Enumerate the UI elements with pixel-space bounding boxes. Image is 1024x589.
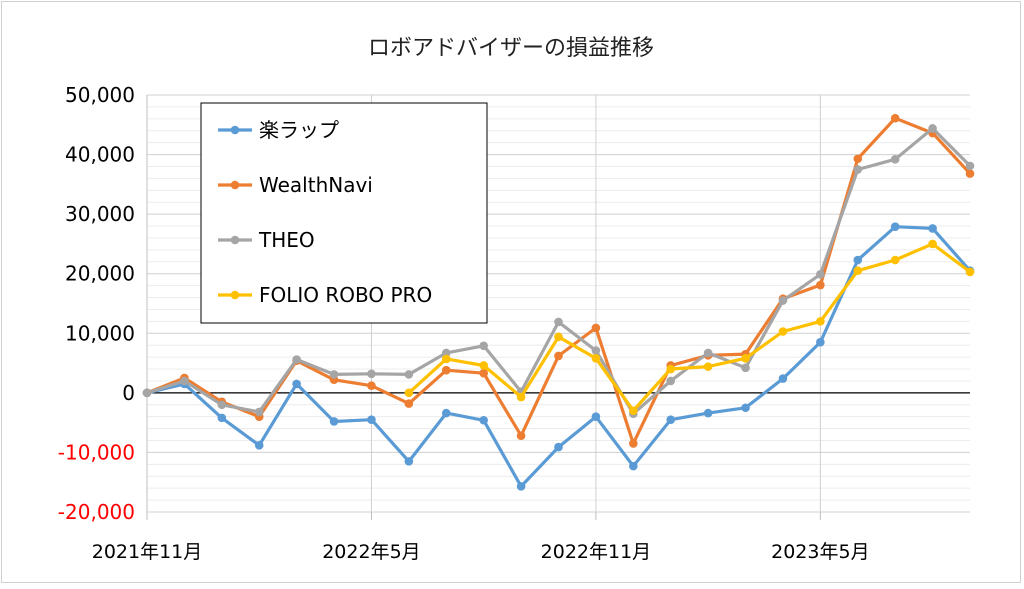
data-point	[441, 354, 451, 364]
data-point	[629, 439, 638, 448]
data-point	[441, 348, 451, 358]
data-point	[741, 403, 750, 413]
legend-marker	[230, 290, 240, 300]
data-point	[778, 327, 788, 336]
data-point	[816, 337, 825, 347]
legend-box	[200, 102, 488, 324]
data-point	[516, 431, 526, 441]
data-point	[703, 348, 713, 358]
y-tick-label: -10,000	[58, 440, 135, 464]
data-point	[965, 169, 975, 178]
data-point	[928, 224, 937, 233]
data-point	[516, 482, 526, 491]
chart-title: ロボアドバイザーの損益推移	[368, 36, 654, 61]
data-point	[965, 267, 975, 277]
y-tick-label: -20,000	[58, 500, 135, 524]
data-point	[254, 440, 264, 450]
x-tick-label: 2023年5月	[771, 541, 869, 563]
data-point	[890, 222, 900, 231]
data-point	[367, 415, 376, 424]
data-point	[591, 354, 601, 363]
y-tick-label: 50,000	[65, 83, 135, 107]
data-point	[666, 364, 676, 374]
x-tick-label: 2022年5月	[322, 541, 420, 563]
data-point	[142, 388, 152, 398]
series-layer	[142, 113, 975, 491]
data-point	[853, 165, 863, 174]
data-point	[703, 408, 713, 418]
data-point	[890, 255, 900, 265]
data-point	[404, 399, 414, 408]
data-point	[853, 154, 863, 164]
data-point	[816, 280, 825, 290]
data-point	[703, 362, 713, 371]
data-point	[554, 351, 563, 361]
data-point	[778, 296, 788, 305]
data-point	[853, 255, 863, 265]
data-point	[441, 408, 451, 418]
data-point	[554, 317, 563, 327]
data-point	[479, 361, 488, 370]
y-tick-label: 30,000	[65, 202, 135, 226]
data-point	[666, 376, 676, 386]
data-point	[890, 113, 900, 123]
legend-label: 楽ラップ	[259, 118, 339, 142]
data-point	[741, 363, 750, 373]
legend: 楽ラップ WealthNavi THEO FOLIO ROBO PRO	[200, 102, 488, 324]
data-point	[367, 369, 376, 379]
series-line	[407, 242, 972, 413]
data-point	[180, 376, 189, 386]
y-tick-label: 40,000	[65, 143, 135, 167]
data-point	[479, 368, 488, 378]
data-point	[404, 370, 414, 379]
legend-label: THEO	[258, 228, 315, 252]
x-tick-label: 2022年11月	[541, 541, 652, 563]
data-point	[292, 379, 301, 389]
legend-marker	[230, 125, 240, 135]
legend-marker	[230, 235, 240, 245]
data-point	[666, 415, 676, 424]
data-point	[853, 266, 863, 276]
data-point	[516, 392, 526, 402]
data-point	[329, 370, 339, 379]
legend-label: FOLIO ROBO PRO	[259, 283, 432, 307]
data-point	[591, 323, 601, 333]
data-point	[965, 161, 975, 171]
axis-layer: 50,000 40,000 30,000 20,000 10,000 0 -10,000 -2…	[58, 83, 970, 563]
data-point	[591, 412, 601, 421]
data-point	[591, 346, 601, 355]
data-point	[479, 341, 488, 351]
data-point	[816, 270, 825, 279]
y-tick-label: 20,000	[65, 262, 135, 286]
data-point	[404, 457, 414, 466]
x-tick-label: 2021年11月	[92, 541, 203, 563]
data-point	[554, 332, 563, 342]
y-tick-label: 0	[122, 381, 135, 405]
data-point	[329, 417, 339, 426]
data-point	[778, 374, 788, 383]
data-point	[816, 317, 825, 326]
data-point	[217, 413, 227, 423]
data-point	[254, 407, 264, 417]
data-point	[404, 388, 414, 398]
data-point	[629, 461, 638, 471]
data-point	[741, 354, 750, 363]
data-point	[928, 124, 937, 133]
y-tick-label: 10,000	[65, 321, 135, 345]
data-point	[367, 381, 376, 391]
legend-marker	[230, 180, 240, 190]
data-point	[554, 442, 563, 452]
legend-label: WealthNavi	[259, 173, 373, 197]
data-point	[629, 406, 638, 416]
data-point	[292, 355, 301, 364]
data-point	[928, 239, 937, 249]
data-point	[479, 415, 488, 425]
data-point	[890, 155, 900, 164]
data-point	[217, 400, 227, 410]
data-point	[441, 365, 451, 375]
